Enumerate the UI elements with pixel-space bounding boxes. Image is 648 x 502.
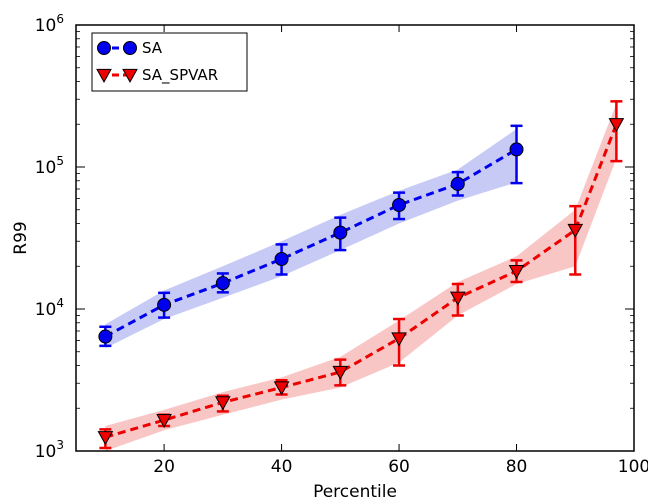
data-point [508, 264, 525, 280]
legend-marker [122, 68, 138, 84]
data-point [567, 223, 584, 239]
legend-box [91, 32, 248, 92]
data-point [449, 291, 466, 306]
data-point [509, 142, 524, 157]
data-point [97, 431, 114, 446]
data-point [332, 365, 349, 381]
series-line-0 [104, 148, 518, 338]
data-point [274, 251, 289, 266]
legend-label: SA [142, 39, 163, 57]
series-markers [97, 118, 625, 446]
data-point [98, 329, 113, 344]
data-point [608, 118, 625, 133]
legend-marker [96, 68, 112, 84]
legend: SA SA_SPVAR [91, 32, 248, 92]
x-axis-ticks: 20 40 60 80 100 [153, 25, 648, 477]
data-point [156, 414, 172, 429]
data-point [450, 176, 465, 191]
x-tick-label: 80 [506, 457, 528, 477]
x-tick-label: 60 [388, 457, 410, 477]
y-tick-label: 104 [35, 296, 64, 320]
confidence-bands [105, 103, 617, 451]
legend-marker [123, 41, 137, 55]
data-point [392, 198, 407, 213]
data-point [215, 276, 230, 291]
y-axis-label: R99 [11, 221, 31, 254]
y-tick-label: 103 [35, 438, 64, 462]
y-tick-label: 105 [35, 154, 64, 178]
x-tick-label: 40 [271, 457, 293, 477]
series-lines [104, 123, 618, 439]
x-tick-label: 20 [153, 457, 175, 477]
data-point [273, 381, 290, 396]
plot-frame [75, 24, 635, 452]
legend-marker [97, 41, 111, 55]
legend-label: SA_SPVAR [142, 66, 218, 85]
y-axis-ticks: 103 104 105 106 [35, 12, 634, 462]
x-axis-label: Percentile [313, 482, 397, 502]
x-tick-label: 100 [618, 457, 648, 477]
band-1 [105, 103, 617, 451]
data-point [333, 225, 348, 240]
data-point [214, 396, 231, 411]
data-point [391, 332, 407, 347]
series-line-1 [104, 123, 618, 439]
band-0 [105, 129, 517, 349]
y-tick-label: 106 [35, 12, 64, 36]
data-point [157, 297, 172, 312]
